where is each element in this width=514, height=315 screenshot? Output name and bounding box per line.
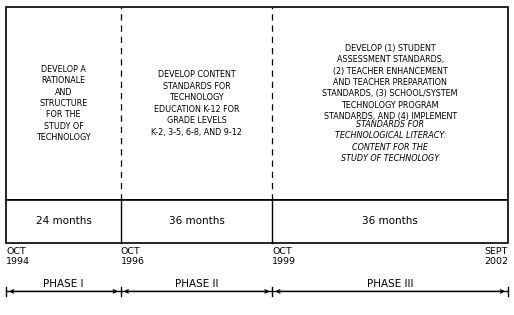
Text: STANDARDS FOR
TECHNOLOGICAL LITERACY:
CONTENT FOR THE
STUDY OF TECHNOLOGY: STANDARDS FOR TECHNOLOGICAL LITERACY: CO… (335, 120, 446, 163)
Text: OCT
1996: OCT 1996 (121, 247, 145, 266)
Text: 24 months: 24 months (35, 216, 91, 226)
Text: OCT
1994: OCT 1994 (6, 247, 30, 266)
Text: 36 months: 36 months (169, 216, 225, 226)
Text: 36 months: 36 months (362, 216, 418, 226)
Text: SEPT
2002: SEPT 2002 (484, 247, 508, 266)
Text: OCT
1999: OCT 1999 (272, 247, 297, 266)
Text: DEVELOP CONTENT
STANDARDS FOR
TECHNOLOGY
EDUCATION K-12 FOR
GRADE LEVELS
K-2, 3-: DEVELOP CONTENT STANDARDS FOR TECHNOLOGY… (151, 70, 242, 137)
Text: PHASE II: PHASE II (175, 279, 218, 289)
Text: PHASE I: PHASE I (43, 279, 84, 289)
Bar (6, 7, 508, 200)
Bar (6, 200, 508, 243)
Text: DEVELOP A
RATIONALE
AND
STRUCTURE
FOR THE
STUDY OF
TECHNOLOGY: DEVELOP A RATIONALE AND STRUCTURE FOR TH… (36, 65, 91, 142)
Text: PHASE III: PHASE III (367, 279, 413, 289)
Text: DEVELOP (1) STUDENT
ASSESSMENT STANDARDS,
(2) TEACHER ENHANCEMENT
AND TEACHER PR: DEVELOP (1) STUDENT ASSESSMENT STANDARDS… (322, 44, 458, 121)
